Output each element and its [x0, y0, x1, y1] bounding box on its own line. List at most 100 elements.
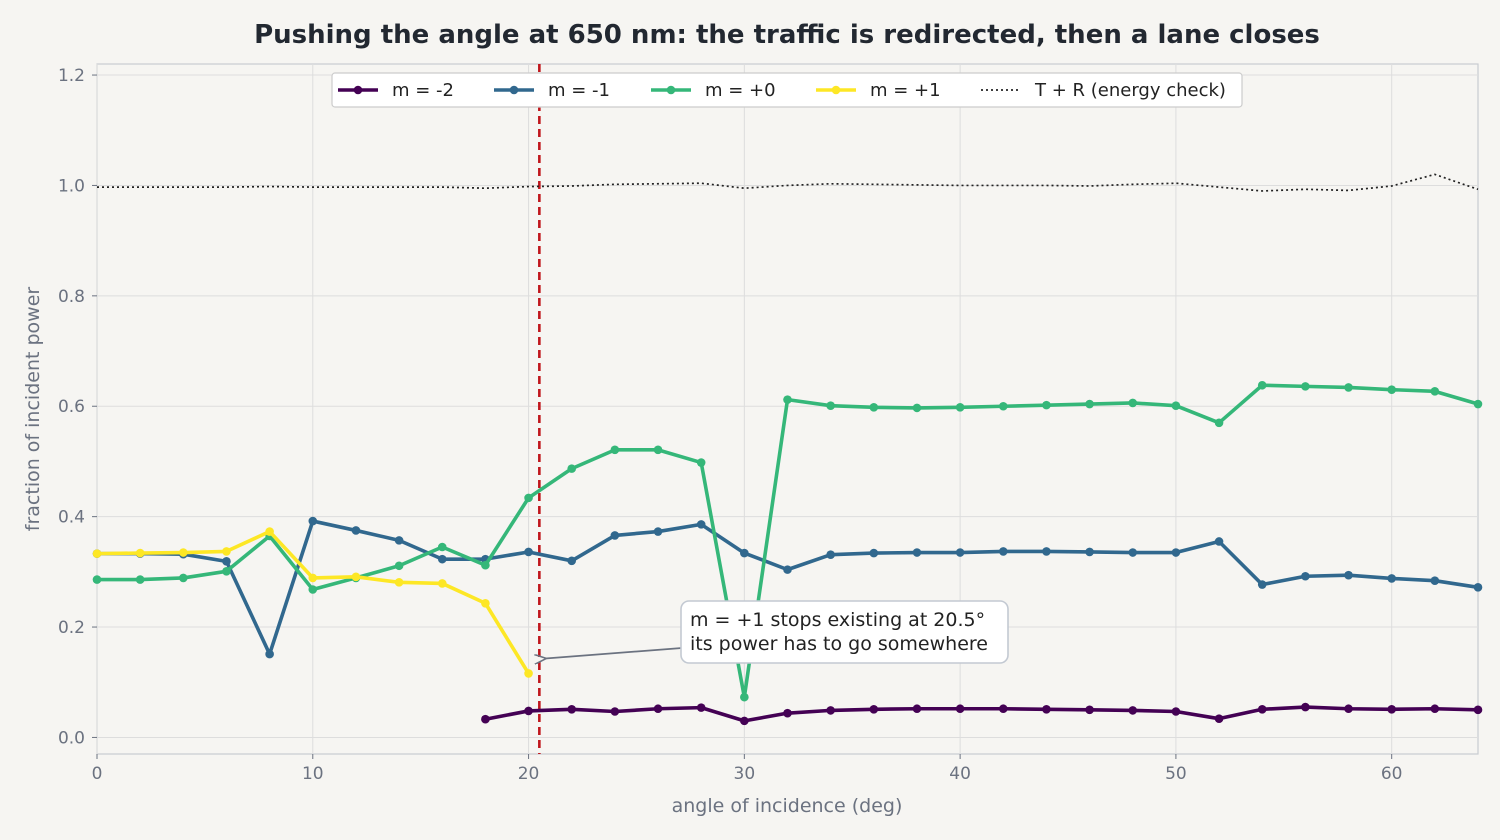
- data-point: [912, 403, 922, 413]
- data-point: [222, 566, 231, 576]
- data-point: [653, 527, 663, 536]
- series-line: [485, 705, 1479, 723]
- data-point: [1473, 582, 1483, 592]
- data-point: [524, 669, 533, 678]
- data-point: [1387, 385, 1396, 394]
- annotation-arrow: [545, 647, 683, 659]
- data-point: [869, 704, 879, 714]
- legend-label: m = +0: [705, 80, 776, 101]
- data-point: [1128, 548, 1138, 557]
- data-point: [740, 548, 749, 558]
- data-point: [437, 542, 447, 552]
- data-point: [1301, 382, 1310, 391]
- data-point: [1085, 399, 1094, 409]
- y-tick-label: 1.0: [58, 176, 85, 196]
- data-point: [869, 548, 879, 558]
- axes: 0 10 20 30 40 50 60 0.0 0.2 0.4 0.6 0.8 1.0 1.2: [58, 66, 1403, 784]
- data-point: [826, 550, 835, 560]
- data-point: [1042, 704, 1051, 714]
- annotation: m = +1 stops existing at 20.5°its power …: [545, 600, 1009, 664]
- x-tick-label: 60: [1381, 764, 1403, 784]
- data-point: [524, 706, 533, 716]
- data-point: [955, 548, 965, 557]
- data-point: [1042, 400, 1051, 410]
- y-tick-label: 0.0: [58, 728, 85, 748]
- data-point: [740, 716, 749, 726]
- data-point: [567, 464, 577, 473]
- data-point: [437, 554, 447, 564]
- y-tick-label: 0.4: [58, 508, 85, 528]
- data-point: [1301, 571, 1310, 581]
- data-point: [1257, 580, 1267, 589]
- x-tick-label: 50: [1165, 764, 1187, 784]
- series-m-0: [92, 380, 1483, 702]
- data-point: [1171, 401, 1181, 410]
- annotation-text: m = +1 stops existing at 20.5°: [690, 609, 985, 631]
- x-tick-label: 10: [302, 764, 324, 784]
- series-m-1: [92, 516, 1483, 659]
- data-point: [1085, 547, 1094, 557]
- data-point: [826, 401, 835, 410]
- data-point: [1042, 547, 1051, 556]
- data-point: [783, 708, 792, 718]
- data-point: [308, 573, 318, 583]
- x-tick-label: 20: [518, 764, 540, 784]
- y-tick-label: 0.6: [58, 397, 85, 417]
- data-point: [135, 548, 145, 558]
- data-point: [998, 401, 1008, 411]
- data-point: [1214, 714, 1224, 723]
- data-point: [1430, 704, 1440, 714]
- legend: m = -2 m = -1 m = +0 m = +1 T + R (energy ch…: [331, 72, 1243, 108]
- legend-item-m-2: m = -2: [338, 80, 454, 101]
- data-point: [1257, 380, 1267, 390]
- data-point: [179, 548, 188, 557]
- data-point: [1430, 576, 1440, 585]
- data-point: [1344, 570, 1353, 580]
- data-point: [524, 493, 533, 503]
- series-layer: [92, 173, 1483, 726]
- data-point: [610, 531, 620, 540]
- legend-label: m = +1: [870, 80, 941, 101]
- data-point: [567, 556, 577, 566]
- data-point: [394, 561, 404, 571]
- legend-marker: [831, 85, 841, 95]
- series-line: [97, 173, 1479, 192]
- data-point: [1214, 418, 1224, 428]
- series-t-r-energy-check: [97, 173, 1479, 192]
- legend-item-t-r-energy-check: T + R (energy check): [981, 80, 1226, 101]
- data-point: [1171, 548, 1181, 557]
- data-point: [1387, 574, 1396, 583]
- data-point: [1344, 383, 1353, 392]
- data-point: [1473, 399, 1483, 409]
- data-point: [351, 526, 361, 535]
- data-point: [567, 704, 577, 714]
- data-point: [524, 547, 533, 557]
- y-axis-label: fraction of incident power: [22, 287, 44, 532]
- data-point: [696, 703, 706, 712]
- data-point: [394, 536, 404, 545]
- data-point: [998, 704, 1008, 714]
- annotation-box: [680, 600, 1009, 664]
- legend-item-m-0: m = +0: [651, 80, 776, 101]
- data-point: [1344, 704, 1353, 714]
- data-point: [912, 704, 922, 714]
- legend-box: [331, 72, 1243, 108]
- legend-item-m-1: m = +1: [816, 80, 941, 101]
- legend-item-m-1: m = -1: [494, 80, 610, 101]
- chart-title: Pushing the angle at 650 nm: the traffic…: [254, 20, 1320, 50]
- data-point: [437, 579, 447, 588]
- legend-marker: [509, 85, 519, 95]
- data-point: [265, 527, 274, 536]
- data-point: [653, 704, 663, 714]
- data-point: [179, 573, 188, 583]
- data-point: [610, 445, 620, 455]
- legend-marker: [666, 85, 676, 95]
- y-tick-label: 0.2: [58, 618, 85, 638]
- x-axis-label: angle of incidence (deg): [672, 795, 903, 817]
- data-point: [1387, 704, 1396, 714]
- data-point: [783, 395, 792, 404]
- data-point: [92, 549, 102, 558]
- series-m-2: [481, 702, 1483, 726]
- data-point: [308, 585, 318, 594]
- data-point: [783, 565, 792, 574]
